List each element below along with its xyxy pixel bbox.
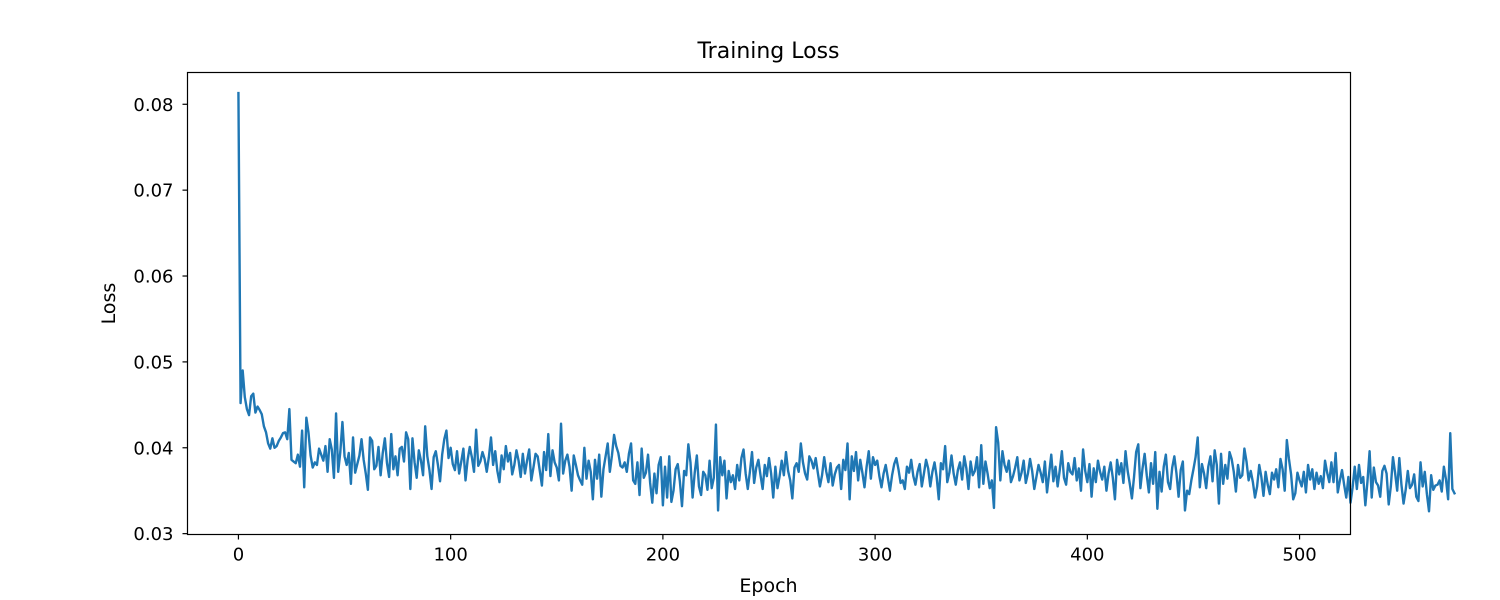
axes-frame (186, 71, 1352, 536)
x-tick-label: 300 (858, 545, 892, 566)
y-axis-ticks: 0.03 0.04 0.05 0.06 0.07 0.08 (133, 95, 188, 545)
x-tick-label: 200 (646, 545, 680, 566)
y-tick-label: 0.07 (133, 181, 173, 202)
plot-area (237, 91, 1457, 513)
x-axis-label: Epoch (739, 575, 797, 597)
x-tick-label: 500 (1282, 545, 1316, 566)
y-tick-label: 0.04 (133, 438, 173, 459)
y-tick-label: 0.06 (133, 267, 173, 288)
y-axis-label: Loss (98, 283, 120, 325)
x-tick-label: 0 (233, 545, 244, 566)
chart-title: Training Loss (696, 39, 839, 64)
x-axis-ticks: 0 100 200 300 400 500 (233, 534, 1317, 566)
x-tick-label: 400 (1070, 545, 1104, 566)
y-tick-label: 0.05 (133, 352, 173, 373)
x-tick-label: 100 (433, 545, 467, 566)
loss-series-line (237, 91, 1457, 513)
y-tick-label: 0.03 (133, 524, 173, 545)
y-tick-label: 0.08 (133, 95, 173, 116)
